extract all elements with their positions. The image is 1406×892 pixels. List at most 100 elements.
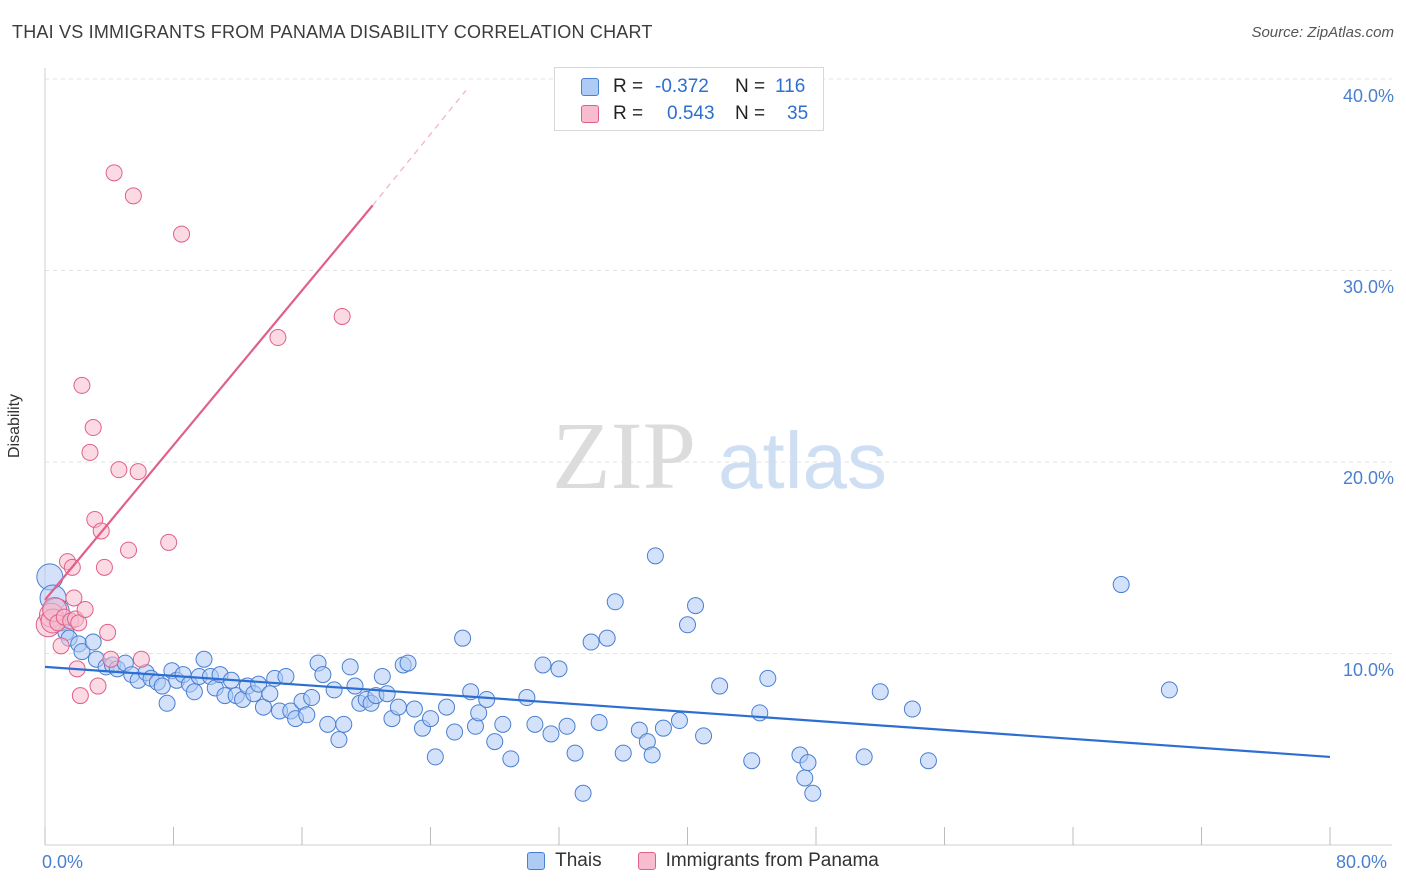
thais-point [1112,576,1130,594]
n-label: N = [735,103,766,124]
n-value: 116 [775,76,806,97]
thais-point [438,698,456,716]
thais-point [446,723,464,741]
thais-point [277,667,295,685]
series-legend: Thais Immigrants from Panama [0,850,1406,872]
axes [44,68,1392,846]
y-tick-label-30: 30.0% [1342,277,1394,297]
thais-point [903,700,921,718]
thais-point [195,650,213,668]
panama-point [76,600,94,618]
panama-point [102,650,120,668]
thais-point [796,769,814,787]
thais-point [494,715,512,733]
panama-trend-line [44,204,374,601]
thais-point [314,666,332,684]
panama-point [124,187,142,205]
panama-point [129,463,147,481]
chart-title: THAI VS IMMIGRANTS FROM PANAMA DISABILIT… [12,22,653,42]
thais-point [422,710,439,728]
trend-lines [44,90,1331,759]
thais-point [470,704,488,722]
thais-point [646,547,664,565]
thais-point [250,675,268,693]
pink-swatch [637,852,656,870]
panama-point [333,307,351,325]
thais-point [643,746,661,764]
watermark-atlas: atlas [718,416,887,505]
r-label: R = [613,76,644,97]
panama-point [65,589,83,607]
panama-trend-extension [372,90,467,206]
x-tick-label-min: 0.0% [42,852,84,872]
legend-label-thais: Thais [555,850,602,871]
thais-point [158,694,176,712]
thais-point [526,715,544,733]
panama-point [132,650,150,668]
thais-point [743,752,761,770]
thais-point [855,748,873,766]
legend-row-thais: R = -0.372 N = 116 [581,74,805,100]
thais-point [679,616,696,634]
thais-point [695,727,713,745]
panama-points [35,164,351,705]
legend-item-thais[interactable]: Thais [527,850,602,872]
blue-swatch [581,78,599,96]
watermark-zip: ZIP [552,402,696,509]
legend-item-panama[interactable]: Immigrants from Panama [637,850,879,872]
panama-point [269,329,287,347]
thais-point [73,643,91,661]
thais-point [518,689,536,707]
legend-row-panama: R = 0.543 N = 35 [581,101,808,127]
thais-point [566,744,584,762]
source-label: Source: ZipAtlas.com [1251,24,1394,41]
thais-point [303,689,321,707]
thais-point [799,754,817,772]
thais-point [341,658,359,676]
thais-point [711,677,729,695]
r-label: R = [613,103,644,124]
panama-point [120,541,138,559]
thais-point [84,633,102,651]
thais-point [614,744,632,762]
thais-point [871,683,889,701]
x-tick-label-max: 80.0% [1336,852,1388,872]
pink-swatch [581,105,599,123]
thais-point [542,725,560,743]
thais-point [319,715,337,733]
thais-point [389,698,407,716]
panama-point [73,376,91,394]
y-tick-label-10: 10.0% [1342,660,1394,680]
thais-point [550,660,568,678]
thais-point [454,629,472,647]
panama-point [81,443,99,461]
panama-point [52,637,70,655]
y-axis-label: Disability [6,393,23,458]
panama-point [105,164,123,182]
panama-point [110,461,128,479]
thais-point [654,719,672,737]
thais-point [399,654,417,672]
thais-point [335,715,353,733]
thais-point [804,784,822,802]
thais-point [534,656,552,674]
panama-point [89,677,107,695]
panama-point [99,623,117,641]
thais-point [606,593,624,611]
thais-point [582,633,600,651]
panama-point [95,558,113,576]
thais-point [558,717,576,735]
thais-point [346,677,364,695]
thais-point [670,712,688,730]
r-value: 0.543 [667,103,715,124]
thais-point [330,731,348,749]
legend-label-panama: Immigrants from Panama [665,850,879,871]
thais-point [759,669,777,687]
thais-point [919,752,937,770]
thais-trend-line [44,665,1331,759]
n-label: N = [735,76,766,97]
thais-point [502,750,520,768]
r-value: -0.372 [655,76,709,97]
thais-point [426,748,444,766]
